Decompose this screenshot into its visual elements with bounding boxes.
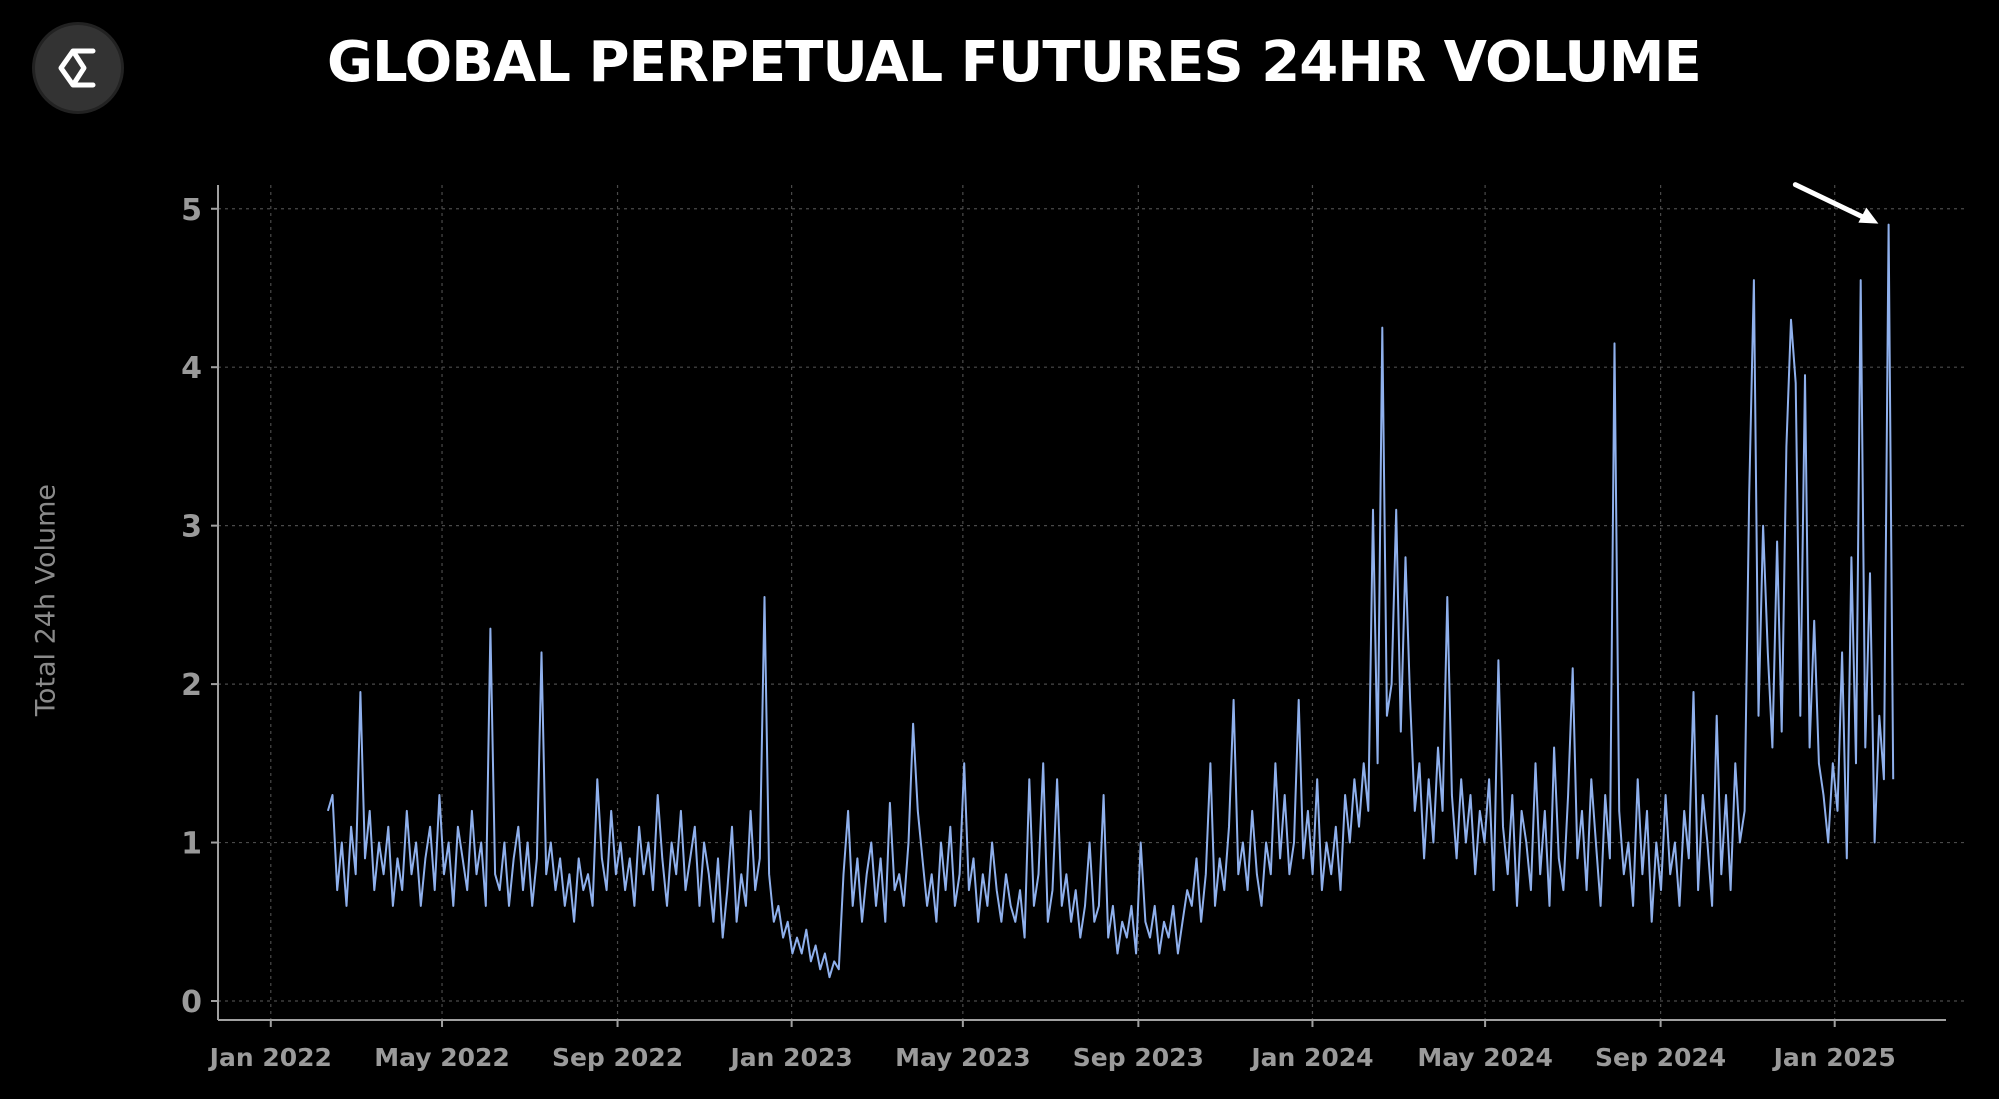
- sigma-icon: [58, 48, 96, 88]
- x-tick-label: Sep 2022: [552, 1043, 683, 1072]
- x-tick-label: Sep 2024: [1595, 1043, 1726, 1072]
- y-tick-label: 0: [181, 985, 202, 1020]
- x-tick-label: May 2023: [895, 1043, 1031, 1072]
- x-tick-label: Jan 2024: [1249, 1043, 1373, 1072]
- x-tick-label: Jan 2025: [1772, 1043, 1896, 1072]
- peak-arrow-shaft: [1792, 182, 1871, 223]
- chart-title: GLOBAL PERPETUAL FUTURES 24HR VOLUME: [327, 30, 1702, 95]
- logo-badge: [35, 25, 121, 111]
- x-tick-label: May 2024: [1417, 1043, 1553, 1072]
- series-line: [326, 223, 1895, 979]
- x-tick-label: May 2022: [374, 1043, 510, 1072]
- y-tick-label: 5: [181, 193, 202, 228]
- y-tick-label: 2: [181, 668, 202, 703]
- x-tick-label: Sep 2023: [1073, 1043, 1204, 1072]
- x-tick-label: Jan 2023: [728, 1043, 852, 1072]
- peak-arrow-head: [1858, 207, 1879, 224]
- y-tick-label: 4: [181, 351, 202, 386]
- x-tick-label: Jan 2022: [208, 1043, 332, 1072]
- y-tick-label: 3: [181, 510, 202, 545]
- y-tick-label: 1: [181, 827, 202, 862]
